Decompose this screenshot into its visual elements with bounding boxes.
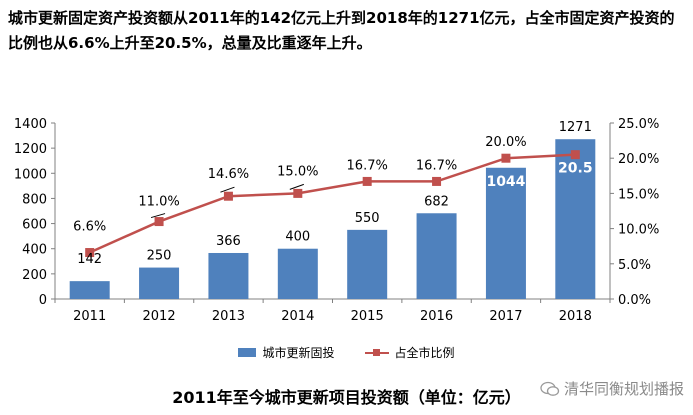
x-tick-label: 2016 [420,309,453,324]
line-point [154,217,164,227]
y-right-tick-label: 20.0% [618,152,659,167]
bar [416,213,457,299]
bar-value-label: 366 [216,234,241,249]
bar-value-label: 1044 [486,174,525,190]
legend-swatch-bar [238,348,257,357]
x-tick-label: 2013 [212,309,245,324]
y-left-tick-label: 1000 [14,167,47,182]
line-value-label: 16.7% [347,158,388,173]
line-point [293,188,303,198]
bar [69,281,110,299]
x-tick-label: 2012 [143,309,176,324]
y-right-tick-label: 15.0% [618,187,659,202]
wechat-icon [540,381,560,396]
x-tick-label: 2015 [351,309,384,324]
y-left-tick-label: 800 [22,192,47,207]
y-left-tick-label: 1400 [14,117,47,132]
label-leader-line [150,213,166,219]
y-left-tick-label: 0 [39,293,47,308]
line-value-label: 15.0% [277,164,318,179]
x-tick-label: 2011 [73,309,106,324]
chart-caption: 2011年至今城市更新项目投资额（单位：亿元） [172,388,521,407]
chart-legend: 城市更新固投 占全市比例 [0,344,693,361]
watermark: 清华同衡规划播报 [540,378,684,399]
y-right-tick-label: 0.0% [618,293,651,308]
x-tick-label: 2014 [281,309,314,324]
line-point [85,248,95,258]
bar [555,139,596,299]
y-left-tick-label: 400 [22,243,47,258]
y-right-tick-label: 5.0% [618,258,651,273]
line-point [570,150,580,160]
bar [139,267,180,299]
bar-value-label: 142 [77,252,102,267]
bar-value-label: 250 [147,249,172,264]
y-left-tick-label: 600 [22,218,47,233]
legend-label-bar: 城市更新固投 [262,346,335,360]
legend-item-bar: 城市更新固投 [238,344,335,361]
bar-value-label: 682 [424,194,449,209]
x-tick-label: 2018 [559,309,592,324]
watermark-text: 清华同衡规划播报 [564,380,685,398]
y-left-tick-label: 1200 [14,142,47,157]
line-value-label: 20.5 [558,161,593,177]
bar-value-label: 550 [355,211,380,226]
y-left-tick-label: 200 [22,268,47,283]
x-tick-label: 2017 [489,309,522,324]
line-point [362,176,372,186]
y-right-tick-label: 10.0% [618,223,659,238]
y-right-tick-label: 25.0% [618,117,659,132]
headline-text: 城市更新固定资产投资额从2011年的142亿元上升到2018年的1271亿元，占… [8,9,675,52]
bar [485,167,526,299]
series-line [89,153,576,254]
bar [347,229,388,299]
line-value-label: 20.0% [485,135,526,150]
legend-label-line: 占全市比例 [394,346,455,360]
line-point [501,153,511,163]
label-leader-line [220,186,235,193]
bar-value-label: 1271 [559,120,592,135]
line-point [223,191,233,201]
bar [277,248,318,299]
line-point [432,176,442,186]
legend-item-line: 占全市比例 [364,344,455,361]
legend-swatch-line [364,348,389,357]
bar [208,252,249,299]
label-leader-line [289,183,304,190]
line-value-label: 14.6% [208,167,249,182]
bar-value-label: 400 [285,230,310,245]
line-value-label: 16.7% [416,158,457,173]
line-value-label: 6.6% [73,220,106,235]
line-value-label: 11.0% [138,195,179,210]
